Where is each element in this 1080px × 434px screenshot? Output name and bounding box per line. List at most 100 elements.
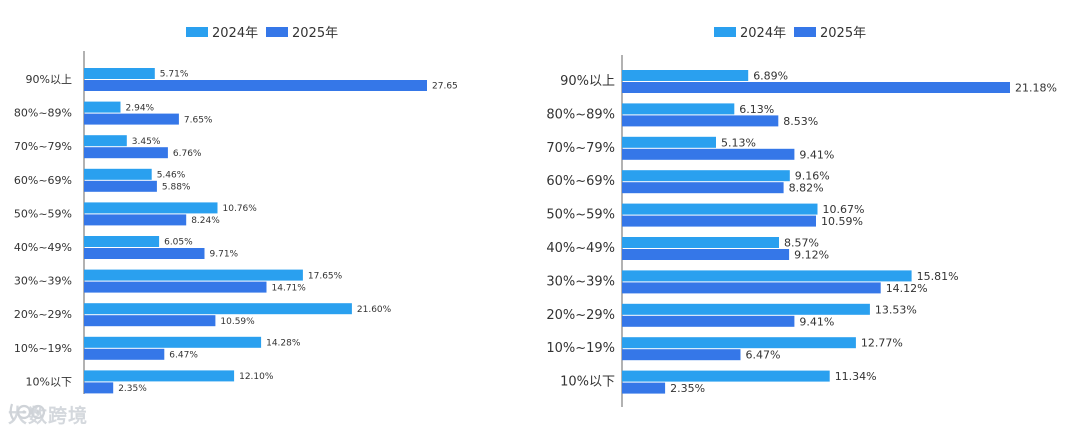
data-label: 7.65% [184,115,213,125]
data-label: 2.35% [118,384,147,394]
legend-label-1: 2025年 [820,26,866,41]
data-label: 9.41% [799,315,834,328]
bar-2025 [84,248,205,259]
data-label: 5.71% [160,70,189,80]
bar-2025 [84,214,187,226]
category-label: 90%以上 [560,74,615,89]
category-label: 10%~19% [14,342,72,355]
legend-label-0: 2024年 [740,26,786,41]
category-label: 70%~79% [14,140,72,153]
bar-2024 [622,170,790,182]
category-label: 30%~39% [546,274,615,289]
chart-right: 2024年 2025年 90%以上 6.89% 21.18% 80%~89% 6.13% 8.… [546,26,1057,407]
category-label: 30%~39% [14,275,72,288]
data-label: 14.28% [266,339,301,349]
bar-2024 [84,336,262,348]
data-label: 8.53% [783,115,818,128]
category-label: 70%~79% [546,141,615,156]
data-label: 6.89% [753,70,788,83]
bar-2025 [622,382,666,394]
data-label: 14.12% [886,282,928,295]
data-label: 27.65 [432,82,458,92]
bar-2025 [84,180,157,192]
category-label: 40%~49% [14,241,72,254]
category-label: 10%以下 [560,375,615,390]
bar-2025 [622,115,779,127]
legend-label-1: 2025年 [292,26,338,41]
data-label: 12.10% [239,372,274,382]
data-label: 9.16% [795,170,830,183]
data-label: 10.76% [223,204,258,214]
bar-2024 [84,202,218,214]
bar-2025 [84,80,427,91]
bar-2024 [84,303,352,315]
data-label: 5.46% [157,171,186,181]
bar-2024 [622,237,779,248]
category-label: 20%~29% [14,308,72,321]
data-label: 10.59% [220,317,255,327]
data-label: 10.59% [821,215,863,228]
watermark: 大数跨境 [8,400,88,428]
data-label: 10.67% [823,203,865,216]
data-label: 5.13% [721,136,756,149]
data-label: 14.71% [272,283,307,293]
data-label: 2.94% [126,103,155,113]
data-label: 6.05% [164,238,193,248]
bar-2024 [84,269,303,281]
category-label: 50%~59% [546,208,615,223]
logo-icon [9,403,46,421]
legend-swatch-1 [266,27,288,37]
bar-2024 [622,303,870,315]
bar-2024 [84,68,155,79]
bar-2025 [84,382,114,394]
bar-2025 [84,281,267,293]
category-label: 50%~59% [14,207,72,220]
category-label: 90%以上 [26,73,72,86]
category-label: 80%~89% [14,107,72,120]
bar-2024 [622,136,716,148]
bar-2025 [622,182,784,194]
data-label: 21.18% [1015,82,1057,95]
bar-2024 [84,168,152,180]
watermark-text: 大数跨境 [8,404,89,427]
bar-2025 [622,282,881,294]
bar-2025 [622,249,790,260]
legend-swatch-1 [794,27,816,37]
category-label: 60%~69% [546,174,615,189]
bar-2024 [622,337,856,349]
data-label: 3.45% [132,137,161,147]
bar-2025 [84,348,165,360]
category-label: 80%~89% [546,107,615,122]
bar-2024 [622,103,735,115]
data-label: 9.41% [799,148,834,161]
data-label: 21.60% [357,305,392,315]
data-label: 13.53% [875,303,917,316]
bar-2025 [622,349,741,361]
legend: 2024年 2025年 [714,26,866,41]
legend-swatch-0 [186,27,208,37]
bar-2024 [622,270,912,282]
data-label: 5.88% [162,183,191,193]
data-label: 9.71% [210,250,239,260]
data-label: 6.76% [173,149,202,159]
category-label: 20%~29% [546,308,615,323]
bar-2025 [622,82,1010,93]
data-label: 2.35% [670,382,705,395]
bar-2025 [84,147,168,159]
legend-swatch-0 [714,27,736,37]
bar-2024 [622,370,830,382]
data-label: 8.24% [191,216,220,226]
data-label: 8.57% [784,237,819,250]
legend-label-0: 2024年 [212,26,258,41]
category-label: 10%~19% [546,341,615,356]
bar-2024 [84,236,160,247]
category-label: 60%~69% [14,174,72,187]
data-label: 8.82% [789,182,824,195]
data-label: 11.34% [835,370,877,383]
bar-2024 [622,70,749,81]
bar-2025 [622,148,795,160]
data-label: 6.47% [746,349,781,362]
bar-2024 [84,135,127,147]
bar-2024 [622,203,818,215]
